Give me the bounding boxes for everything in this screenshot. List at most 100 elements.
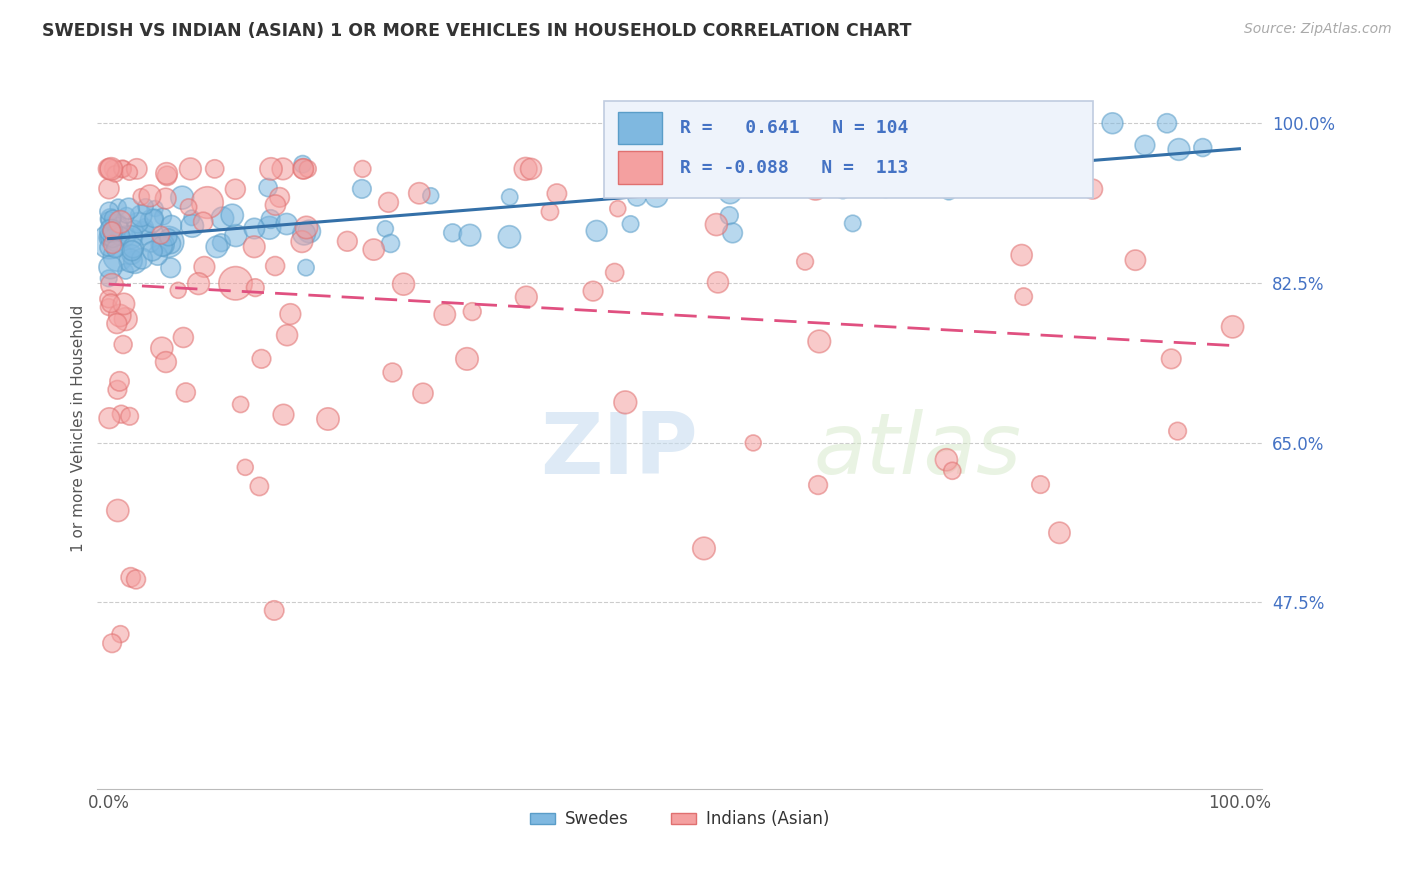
Point [127, 216, 149, 230]
Point [606, 202, 628, 216]
Point [295, 220, 318, 235]
Point [948, 173, 970, 187]
Point [1160, 351, 1182, 366]
Point [121, 247, 143, 261]
Point [374, 221, 396, 235]
Point [585, 224, 607, 238]
Point [152, 210, 174, 224]
Point [831, 184, 853, 198]
Point [141, 244, 163, 258]
Point [120, 570, 142, 584]
Point [157, 230, 180, 244]
Point [271, 161, 294, 176]
FancyBboxPatch shape [619, 112, 662, 145]
Point [114, 229, 136, 244]
Point [139, 189, 162, 203]
Point [156, 169, 179, 183]
Point [129, 190, 152, 204]
Point [100, 260, 122, 275]
Point [280, 307, 302, 321]
Point [101, 224, 124, 238]
Point [193, 215, 215, 229]
Point [101, 277, 124, 292]
Point [269, 190, 291, 204]
Point [98, 230, 121, 244]
Point [461, 304, 484, 318]
Point [187, 277, 209, 291]
Point [224, 182, 246, 196]
Point [693, 541, 716, 556]
Point [1101, 116, 1123, 130]
Point [134, 219, 156, 234]
Point [1167, 424, 1189, 438]
Point [211, 211, 233, 226]
Point [538, 204, 561, 219]
Point [121, 244, 143, 258]
Point [205, 240, 228, 254]
Point [292, 227, 315, 241]
Point [685, 160, 707, 174]
Point [110, 407, 132, 421]
Point [546, 186, 568, 201]
Point [1012, 290, 1035, 304]
Point [152, 237, 174, 252]
Point [111, 161, 134, 176]
Point [174, 385, 197, 400]
Text: ZIP: ZIP [540, 409, 697, 492]
Point [1167, 143, 1189, 157]
Point [658, 178, 681, 193]
Point [104, 234, 127, 248]
Point [264, 198, 287, 212]
Point [101, 636, 124, 650]
Point [221, 208, 243, 222]
Point [141, 214, 163, 228]
Point [135, 199, 157, 213]
Point [264, 259, 287, 273]
Point [97, 161, 120, 176]
Point [107, 250, 129, 264]
Point [291, 235, 314, 249]
Point [458, 228, 481, 243]
Point [808, 334, 831, 349]
Point [159, 236, 181, 251]
Point [582, 284, 605, 298]
Point [614, 395, 637, 409]
Point [100, 161, 122, 176]
Point [100, 224, 122, 238]
Point [98, 181, 121, 195]
Point [118, 409, 141, 424]
Point [98, 231, 121, 245]
Point [100, 220, 122, 235]
Point [245, 280, 267, 294]
Point [146, 248, 169, 262]
Point [110, 627, 132, 641]
Point [97, 271, 120, 285]
Point [1039, 121, 1062, 136]
Point [150, 239, 173, 253]
Point [104, 242, 127, 256]
Point [706, 218, 728, 232]
Point [377, 195, 399, 210]
Point [177, 200, 200, 214]
Point [209, 235, 232, 250]
Point [718, 186, 741, 200]
Point [124, 222, 146, 236]
Point [941, 464, 963, 478]
Point [243, 240, 266, 254]
Point [167, 283, 190, 297]
Point [120, 230, 142, 244]
Point [938, 185, 960, 199]
Point [100, 212, 122, 227]
Point [742, 436, 765, 450]
Point [225, 228, 247, 243]
Point [766, 161, 789, 176]
Text: SWEDISH VS INDIAN (ASIAN) 1 OR MORE VEHICLES IN HOUSEHOLD CORRELATION CHART: SWEDISH VS INDIAN (ASIAN) 1 OR MORE VEHI… [42, 22, 911, 40]
Point [118, 165, 141, 179]
Point [381, 366, 404, 380]
Point [298, 224, 321, 238]
Point [107, 200, 129, 214]
Point [1029, 477, 1052, 491]
Point [98, 204, 121, 219]
Point [1081, 182, 1104, 196]
Point [619, 217, 641, 231]
